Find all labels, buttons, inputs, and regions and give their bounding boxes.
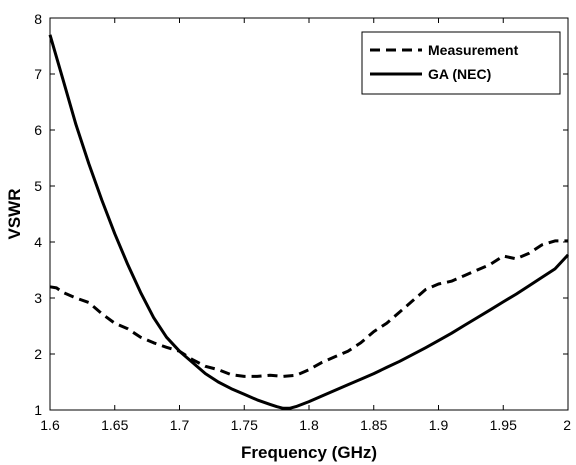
legend: Measurement GA (NEC)	[361, 31, 561, 95]
series-line-ga-nec	[48, 34, 570, 410]
y-tick-label: 1	[34, 402, 42, 418]
x-tick-label: 2	[563, 417, 571, 433]
x-tick-label: 1.85	[360, 417, 387, 433]
y-tick-label: 4	[34, 234, 42, 250]
legend-label-ga-nec: GA (NEC)	[428, 66, 491, 82]
x-tick-label: 1.65	[101, 417, 128, 433]
y-tick-label: 3	[34, 290, 42, 306]
x-tick-label: 1.95	[490, 417, 517, 433]
x-tick-label: 1.75	[231, 417, 258, 433]
x-tick-label: 1.8	[299, 417, 319, 433]
x-tick-label: 1.6	[40, 417, 60, 433]
axes: 1.6 1.65 1.7 1.75 1.8 1.85 1.9 1.95 2 1 2 3 4 5 6 7 8	[34, 11, 571, 433]
y-tick-label: 2	[34, 346, 42, 362]
series-line-measurement	[49, 239, 568, 378]
legend-label-measurement: Measurement	[428, 42, 519, 58]
x-tick-label: 1.9	[429, 417, 449, 433]
plot-area	[48, 34, 570, 410]
x-tick-label: 1.7	[170, 417, 190, 433]
y-tick-label: 5	[34, 178, 42, 194]
y-tick-label: 6	[34, 122, 42, 138]
x-axis-title: Frequency (GHz)	[241, 443, 377, 462]
y-tick-label: 8	[34, 11, 42, 27]
legend-box	[361, 31, 561, 95]
y-axis-title: VSWR	[5, 189, 24, 240]
y-tick-label: 7	[34, 66, 42, 82]
